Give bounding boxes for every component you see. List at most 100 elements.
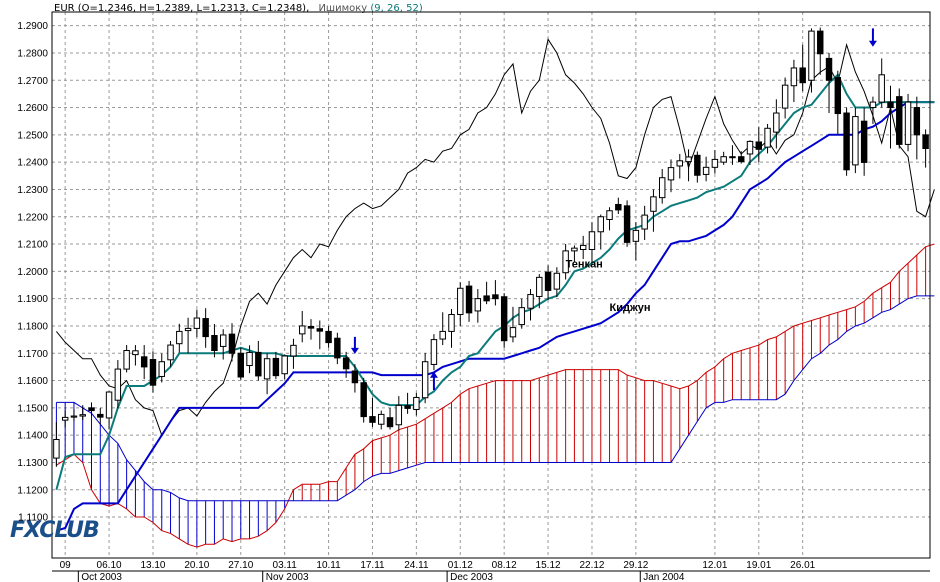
kijun-annotation: Киджун [610, 302, 651, 314]
candle-body [922, 134, 929, 150]
candle-body [70, 415, 78, 418]
candle-body [439, 330, 446, 340]
down-arrow-head-icon [350, 347, 359, 354]
down-arrow-head-icon [868, 40, 877, 47]
candle-body [342, 357, 350, 370]
candle-body [351, 370, 359, 384]
x-tick-label: 17.11 [360, 560, 385, 571]
candle-body [869, 101, 877, 109]
legend-ohlc: (O=1.2346, H=1.2389, L=1.2313, C=1.2348) [77, 3, 307, 14]
candle-body [579, 244, 587, 251]
candle-body [852, 116, 859, 166]
candle-body [140, 356, 148, 368]
candle-body [334, 337, 341, 359]
candle-body [878, 74, 885, 103]
tenkan-annotation: Тенкан [566, 258, 603, 270]
candle-body [53, 439, 60, 459]
candle-body [184, 327, 192, 332]
candle-body [500, 296, 508, 342]
candle-body [123, 350, 130, 370]
y-tick-label: 1.1900 [17, 294, 48, 305]
candle-body [97, 413, 104, 418]
candle-body [738, 156, 745, 163]
candle-body [307, 325, 315, 329]
candle-body [808, 30, 815, 81]
candle-body [246, 351, 253, 367]
candle-body [255, 351, 262, 377]
candle-body [843, 112, 850, 171]
candle-body [281, 355, 288, 375]
grid-layer [52, 12, 930, 558]
candle-body [641, 214, 648, 230]
y-tick-label: 1.1200 [17, 485, 48, 496]
candle-body [658, 177, 666, 199]
candle-body [404, 405, 411, 409]
candle-body [132, 350, 139, 356]
candle-body [667, 167, 675, 181]
annotations-layer: Тенкан Киджун [566, 258, 651, 314]
candle-body [105, 391, 113, 419]
y-tick-label: 1.2700 [17, 76, 48, 87]
candle-body [685, 156, 692, 163]
legend-separator: , [306, 3, 310, 14]
candle-body [272, 357, 280, 377]
kijun-line [56, 101, 935, 532]
candle-body [448, 313, 455, 332]
candle-body [395, 404, 403, 426]
x-tick-label: 13.10 [140, 560, 165, 571]
candle-body [746, 140, 754, 155]
candle-body [228, 333, 236, 354]
candle-body [597, 216, 604, 233]
candle-body [88, 407, 95, 412]
axes-layer: 1.2900 1.2800 1.2700 1.2600 1.2500 1.2400 1.23… [17, 11, 931, 582]
y-tick-label: 1.2400 [17, 158, 48, 169]
candle-body [518, 307, 525, 326]
candle-body [474, 298, 482, 312]
fxclub-logo: FXCLUB [10, 518, 100, 543]
x-tick-label: 01.12 [448, 560, 473, 571]
candle-body [588, 231, 596, 251]
legend-indicator: Ишимоку [318, 3, 368, 14]
candle-body [386, 417, 394, 428]
candle-body [817, 30, 824, 55]
up-arrow-head-icon [429, 371, 438, 378]
candle-body [799, 67, 806, 84]
candle-body [650, 196, 657, 212]
candle-body [114, 368, 122, 401]
x-tick-label: 09 [60, 560, 72, 571]
candle-body [632, 229, 640, 242]
candle-body [606, 210, 613, 220]
candle-body [421, 361, 429, 399]
candle-body [790, 67, 798, 87]
y-tick-label: 1.1100 [18, 513, 48, 524]
candle-body [369, 416, 376, 423]
y-tick-label: 1.1500 [17, 403, 48, 414]
candle-body [492, 294, 499, 300]
candle-body [720, 156, 727, 163]
y-tick-label: 1.1300 [17, 458, 48, 469]
x-tick-label: 27.10 [228, 560, 253, 571]
candle-body [465, 285, 473, 314]
candle-body [904, 101, 912, 145]
candle-body [544, 271, 552, 291]
tenkan-line [55, 73, 935, 490]
senkou-b-line [56, 295, 935, 502]
candle-body [316, 328, 324, 332]
candle-body [781, 84, 789, 109]
x-tick-label: 03.11 [273, 560, 298, 571]
y-tick-label: 1.2500 [17, 130, 48, 141]
candle-body [553, 272, 561, 290]
candle-body [360, 382, 367, 418]
y-tick-label: 1.1700 [17, 349, 48, 360]
y-tick-label: 1.2600 [17, 103, 48, 114]
y-tick-label: 1.2300 [17, 185, 48, 196]
y-tick-label: 1.2000 [17, 267, 48, 278]
x-tick-label: 15.12 [536, 560, 561, 571]
candle-body [176, 330, 183, 345]
candle-body [79, 414, 86, 417]
candle-body [202, 318, 209, 338]
candle-body [509, 327, 517, 338]
y-tick-label: 1.1400 [17, 431, 48, 442]
month-label: Dec 2003 [450, 572, 493, 582]
